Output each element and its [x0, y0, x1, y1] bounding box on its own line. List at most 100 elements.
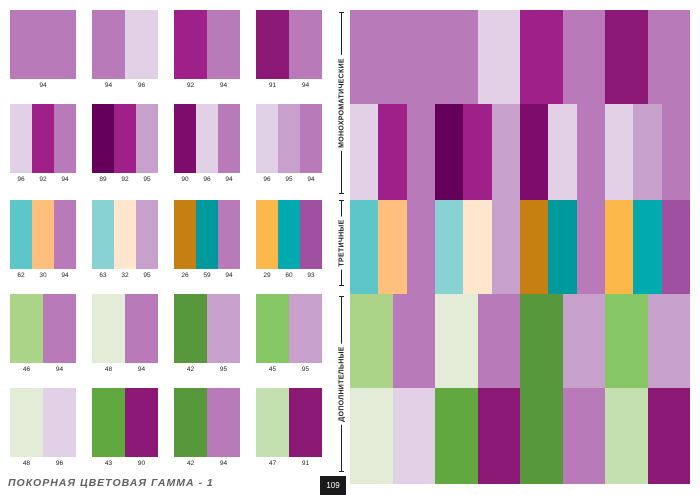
swatch-band: [196, 200, 218, 269]
swatch-labels: 47 91: [256, 459, 322, 469]
color-swatch: [92, 294, 158, 363]
swatch-band: [92, 200, 114, 269]
swatch-code-label: 91: [301, 460, 310, 467]
color-swatch: [256, 104, 322, 173]
swatch-code-label: 95: [285, 176, 293, 183]
swatch-code-label: 59: [203, 272, 211, 279]
swatch-code-label: 47: [268, 460, 277, 467]
swatch-band: [10, 294, 43, 363]
section-label-complementary: ДОПОЛНИТЕЛЬНЫЕ: [338, 343, 345, 425]
color-swatch: [174, 200, 240, 269]
swatch-band: [278, 104, 300, 173]
color-stripe: [520, 294, 563, 388]
swatch-band: [289, 294, 322, 363]
color-swatch: [256, 10, 322, 79]
swatch-band: [289, 10, 322, 79]
color-stripe: [463, 200, 492, 294]
swatch-band: [10, 200, 32, 269]
swatch-code-label: 29: [263, 272, 271, 279]
page-footer-title: ПОКОРНАЯ ЦВЕТОВАЯ ГАММА - 1: [8, 477, 214, 489]
color-stripe: [477, 294, 520, 388]
section-monochromatic: МОНОХРОМАТИЧЕСКИЕ: [333, 10, 350, 196]
color-swatch: [174, 388, 240, 457]
color-swatch: [256, 388, 322, 457]
section-tertiary: ТРЕТИЧНЫЕ: [333, 198, 350, 288]
swatch-code-label: 46: [22, 366, 31, 373]
swatch-labels: 26 59 94: [174, 271, 240, 281]
swatch-labels: 96 92 94: [10, 175, 76, 185]
swatch-labels: 91 94: [256, 81, 322, 91]
swatch-band: [218, 104, 240, 173]
swatch-code-label: 95: [143, 176, 151, 183]
swatch-code-label: 94: [219, 82, 228, 89]
swatch-code-label: 92: [121, 176, 129, 183]
swatch-code-label: 91: [268, 82, 277, 89]
swatch-band: [92, 104, 114, 173]
section-label-tertiary: ТРЕТИЧНЫЕ: [338, 216, 345, 270]
swatch-code-label: 94: [55, 366, 64, 373]
swatch-code-label: 42: [186, 366, 195, 373]
swatch-band: [256, 104, 278, 173]
color-swatch: [10, 200, 76, 269]
swatch-code-label: 96: [203, 176, 211, 183]
swatch-code-label: 62: [17, 272, 25, 279]
color-stripe: [633, 200, 662, 294]
swatch-code-label: 90: [137, 460, 146, 467]
swatch-code-label: 92: [39, 176, 47, 183]
swatch-band: [289, 388, 322, 457]
swatch-labels: 92 94: [174, 81, 240, 91]
color-stripe: [477, 10, 520, 104]
color-stripe: [562, 294, 605, 388]
section-complementary: ДОПОЛНИТЕЛЬНЫЕ: [333, 294, 350, 474]
swatch-code-label: 94: [104, 82, 113, 89]
swatch-band: [174, 10, 207, 79]
color-stripe: [378, 104, 407, 200]
swatch-band: [256, 294, 289, 363]
color-stripe: [350, 388, 393, 484]
color-stripe: [406, 104, 435, 200]
color-swatch: [256, 200, 322, 269]
swatch-band: [174, 200, 196, 269]
color-stripe: [519, 200, 549, 294]
color-swatch: [10, 294, 76, 363]
color-stripe: [350, 294, 393, 388]
swatch-code-label: 63: [99, 272, 107, 279]
color-stripe: [604, 200, 634, 294]
swatch-code-label: 94: [225, 272, 233, 279]
color-swatch: [92, 200, 158, 269]
swatch-code-label: 95: [143, 272, 151, 279]
swatch-code-label: 94: [219, 460, 228, 467]
section-bracket-cap: [339, 471, 344, 472]
color-stripe: [463, 104, 492, 200]
color-swatch: [10, 104, 76, 173]
swatch-labels: 90 96 94: [174, 175, 240, 185]
color-stripe: [434, 104, 464, 200]
swatch-code-label: 89: [99, 176, 107, 183]
color-stripe: [548, 200, 577, 294]
section-label-monochromatic: МОНОХРОМАТИЧЕСКИЕ: [338, 55, 345, 151]
swatch-code-label: 96: [137, 82, 146, 89]
section-bracket-cap: [339, 12, 344, 13]
swatch-band: [278, 200, 300, 269]
color-swatch: [92, 388, 158, 457]
color-stripe: [562, 10, 605, 104]
color-stripe: [548, 104, 577, 200]
swatch-code-label: 94: [61, 272, 69, 279]
swatch-code-label: 30: [39, 272, 47, 279]
swatch-code-label: 94: [307, 176, 315, 183]
color-swatch: [10, 388, 76, 457]
section-bracket-cap: [339, 285, 344, 286]
stripe-row: [350, 388, 690, 484]
color-stripe: [604, 104, 634, 200]
swatch-code-label: 94: [225, 176, 233, 183]
swatch-labels: 46 94: [10, 365, 76, 375]
swatch-band: [10, 10, 76, 79]
swatch-labels: 48 94: [92, 365, 158, 375]
swatch-band: [32, 200, 54, 269]
color-stripe: [520, 388, 563, 484]
swatch-band: [32, 104, 54, 173]
color-stripe: [647, 388, 690, 484]
swatch-labels: 43 90: [92, 459, 158, 469]
swatch-code-label: 96: [263, 176, 271, 183]
swatch-band: [125, 388, 158, 457]
